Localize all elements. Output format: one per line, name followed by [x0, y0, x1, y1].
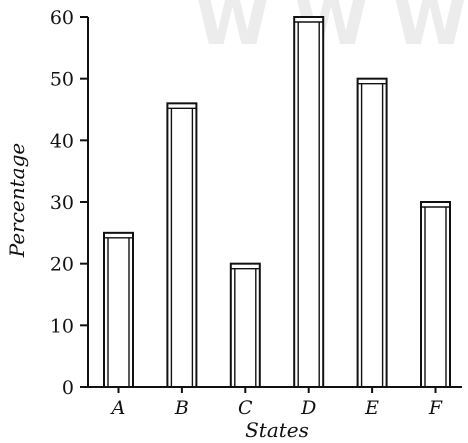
watermark-text: W W W . b [195, 0, 468, 61]
bar-a [104, 233, 133, 387]
x-category-label: D [300, 397, 316, 419]
y-axis-ticks: 0 10 20 30 40 50 60 [50, 7, 88, 399]
y-tick-label: 40 [50, 130, 74, 152]
bar-e [358, 79, 387, 387]
x-axis-title: States [245, 418, 309, 442]
bars [104, 17, 450, 387]
bar-d [294, 17, 323, 387]
y-tick-label: 30 [50, 192, 74, 214]
y-tick-label: 50 [50, 69, 74, 91]
bar-f [421, 202, 450, 387]
y-tick-label: 0 [62, 377, 74, 399]
y-tick-label: 20 [50, 254, 74, 276]
x-axis-categories: A B C D E F [110, 387, 443, 419]
y-tick-label: 10 [50, 315, 74, 337]
y-tick-label: 60 [50, 7, 74, 29]
y-axis-title: Percentage [5, 143, 29, 258]
x-category-label: F [428, 397, 443, 419]
bar-c [231, 264, 260, 387]
x-category-label: A [110, 397, 126, 419]
x-category-label: B [174, 397, 189, 419]
x-category-label: C [238, 397, 253, 419]
bar-b [167, 103, 196, 387]
x-category-label: E [364, 397, 379, 419]
